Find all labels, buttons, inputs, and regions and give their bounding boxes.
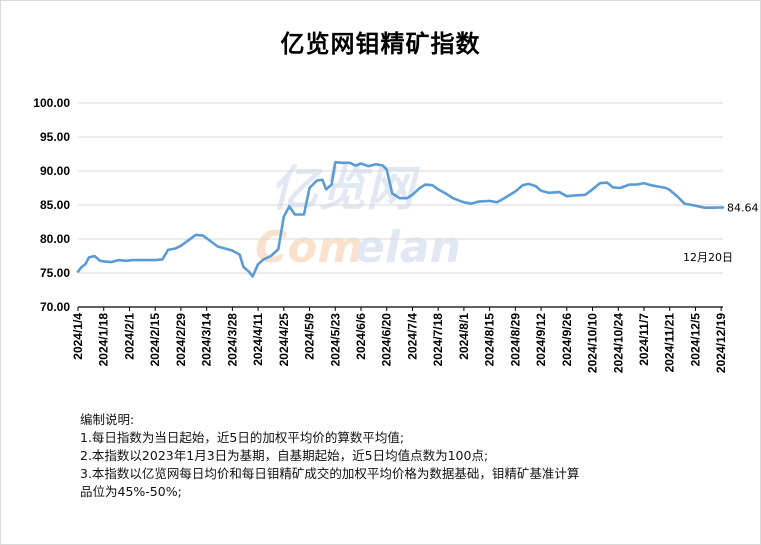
- notes-line-4: 品位为45%-50%;: [80, 484, 182, 499]
- x-tick-label: 2024/2/1: [122, 313, 136, 360]
- x-tick-label: 2024/2/29: [174, 313, 188, 367]
- last-value-label: 84.64: [727, 201, 759, 214]
- svg-text:Com: Com: [255, 222, 363, 273]
- y-tick-label: 90.00: [40, 164, 70, 178]
- notes-block: 编制说明: 1.每日指数为当日起始，近5日的加权平均价的算数平均值; 2.本指数…: [80, 411, 680, 501]
- notes-line-3: 3.本指数以亿览网每日均价和每日钼精矿成交的加权平均价格为数据基础，钼精矿基准计…: [80, 466, 580, 481]
- x-tick-label: 2024/11/21: [663, 313, 677, 373]
- x-tick-label: 2024/8/29: [508, 313, 522, 367]
- x-tick-label: 2024/8/1: [457, 313, 471, 360]
- x-tick-label: 2024/7/18: [431, 313, 445, 367]
- y-tick-label: 100.00: [33, 96, 70, 110]
- y-tick-label: 75.00: [40, 266, 70, 280]
- y-tick-label: 70.00: [40, 300, 70, 314]
- x-tick-label: 2024/9/26: [560, 313, 574, 367]
- last-date-label: 12月20日: [683, 251, 733, 264]
- x-tick-label: 2024/1/18: [97, 313, 111, 367]
- svg-text:亿览网: 亿览网: [270, 161, 421, 217]
- x-tick-label: 2024/10/24: [611, 313, 625, 373]
- x-tick-label: 2024/5/23: [328, 313, 342, 367]
- x-tick-label: 2024/8/15: [483, 313, 497, 367]
- y-tick-label: 85.00: [40, 198, 70, 212]
- x-tick-label: 2024/3/28: [225, 313, 239, 367]
- x-tick-label: 2024/4/25: [277, 313, 291, 367]
- x-tick-label: 2024/9/12: [534, 313, 548, 367]
- x-tick-label: 2024/2/15: [148, 313, 162, 367]
- x-tick-label: 2024/1/4: [71, 313, 85, 360]
- chart-title: 亿览网钼精矿指数: [280, 30, 481, 58]
- x-tick-label: 2024/5/9: [303, 313, 317, 360]
- notes-line-2: 2.本指数以2023年1月3日为基期，自基期起始，近5日均值点数为100点;: [80, 448, 489, 463]
- x-tick-label: 2024/11/7: [637, 313, 651, 366]
- x-tick-label: 2024/12/19: [714, 313, 728, 373]
- x-tick-label: 2024/4/11: [251, 313, 265, 366]
- x-tick-label: 2024/10/10: [586, 313, 600, 373]
- x-tick-label: 2024/6/20: [380, 313, 394, 367]
- x-tick-label: 2024/12/5: [688, 313, 702, 367]
- y-tick-label: 95.00: [40, 130, 70, 144]
- svg-text:elan: elan: [355, 222, 461, 273]
- notes-heading: 编制说明:: [80, 412, 135, 427]
- notes-line-1: 1.每日指数为当日起始，近5日的加权平均价的算数平均值;: [80, 430, 405, 445]
- y-tick-label: 80.00: [40, 232, 70, 246]
- series-line: [76, 160, 725, 278]
- x-tick-label: 2024/3/14: [200, 313, 214, 367]
- x-tick-label: 2024/7/4: [405, 313, 419, 360]
- x-tick-label: 2024/6/6: [354, 313, 368, 360]
